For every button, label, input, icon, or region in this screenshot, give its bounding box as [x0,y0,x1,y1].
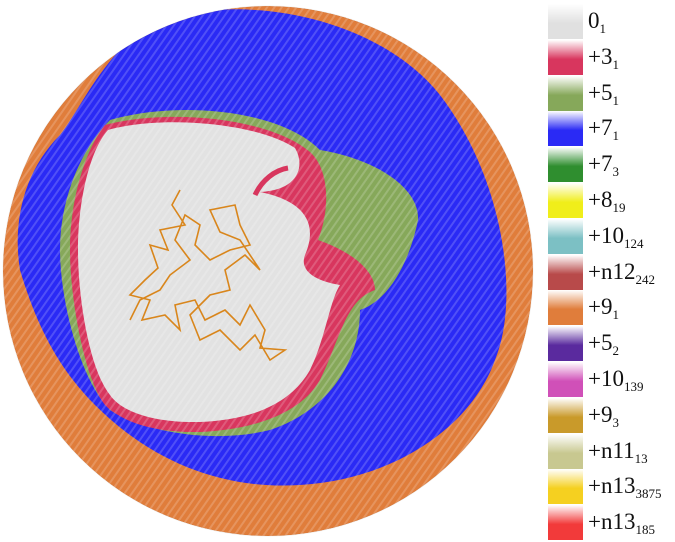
legend-subscript: 185 [635,522,655,538]
legend-swatch [548,75,583,111]
legend-label: +93 [588,402,619,431]
legend-swatch [548,254,583,290]
legend-value: +7 [588,151,613,177]
sphere-map [2,5,534,537]
legend-subscript: 1 [599,21,607,36]
legend-swatch [548,469,583,505]
legend-value: +5 [588,79,613,105]
color-legend: 01 +31 +51 +71 +73 +819 +10124 +n12242 +91 +52 +10… [548,4,673,541]
legend-item: +71 [548,111,673,147]
legend-subscript: 13 [634,450,648,466]
legend-subscript: 242 [635,271,655,287]
legend-swatch [548,433,583,469]
legend-swatch [548,147,583,183]
legend-subscript: 124 [623,235,644,251]
legend-label: +71 [588,115,619,144]
legend-swatch [548,505,583,541]
legend-subscript: 1 [612,56,619,72]
legend-swatch [548,182,583,218]
legend-value: +9 [588,294,613,320]
legend-swatch [548,397,583,433]
legend-value: +9 [588,401,613,427]
legend-value: +7 [588,115,613,141]
legend-value: +8 [588,186,613,212]
legend-swatch [548,111,583,147]
legend-subscript: 3875 [635,486,662,502]
legend-item: +n12242 [548,254,673,291]
legend-subscript: 1 [612,307,619,323]
legend-value: +5 [588,330,613,356]
legend-swatch [548,290,583,326]
legend-label: +819 [588,187,625,216]
legend-item: +93 [548,397,673,434]
legend-label: +10124 [588,223,643,252]
legend-label: +n1113 [588,438,648,467]
legend-subscript: 139 [623,378,644,394]
legend-value: 0 [588,8,600,33]
legend-item: +n133875 [548,469,673,505]
legend-label: +52 [588,330,619,359]
legend-item: +10124 [548,218,673,255]
legend-value: +3 [588,43,613,69]
legend-item: 01 [548,4,673,40]
legend-item: +52 [548,326,673,362]
legend-label: +n133875 [588,473,661,502]
legend-item: +73 [548,147,673,183]
legend-item: +51 [548,75,673,112]
legend-subscript: 3 [612,164,619,180]
legend-value: +n13 [588,509,636,535]
legend-subscript: 1 [612,92,619,108]
legend-subscript: 2 [612,343,619,359]
legend-value: +n12 [588,258,636,284]
legend-swatch [548,361,583,397]
legend-label: +10139 [588,366,643,395]
legend-swatch [548,326,583,362]
legend-item: +n1113 [548,433,673,470]
legend-label: +51 [588,80,619,109]
legend-label: +n13185 [588,509,655,538]
legend-subscript: 19 [612,199,626,215]
legend-label: +n12242 [588,259,655,288]
legend-value: +10 [588,222,624,248]
trajectory-path [128,189,288,362]
legend-label: +31 [588,44,619,73]
legend-item: +31 [548,39,673,76]
legend-label: +91 [588,294,619,323]
legend-value: +n11 [588,437,635,463]
legend-label: 01 [588,8,606,37]
legend-item: +10139 [548,361,673,398]
legend-item: +91 [548,290,673,326]
legend-swatch [548,39,583,75]
legend-value: +n13 [588,473,636,499]
legend-item: +819 [548,182,673,219]
legend-swatch [548,4,583,39]
magenta-arc [252,165,289,197]
legend-subscript: 3 [612,414,619,430]
legend-label: +73 [588,151,619,180]
legend-value: +10 [588,365,624,391]
legend-item: +n13185 [548,505,673,541]
legend-swatch [548,218,583,254]
legend-subscript: 1 [612,128,619,144]
